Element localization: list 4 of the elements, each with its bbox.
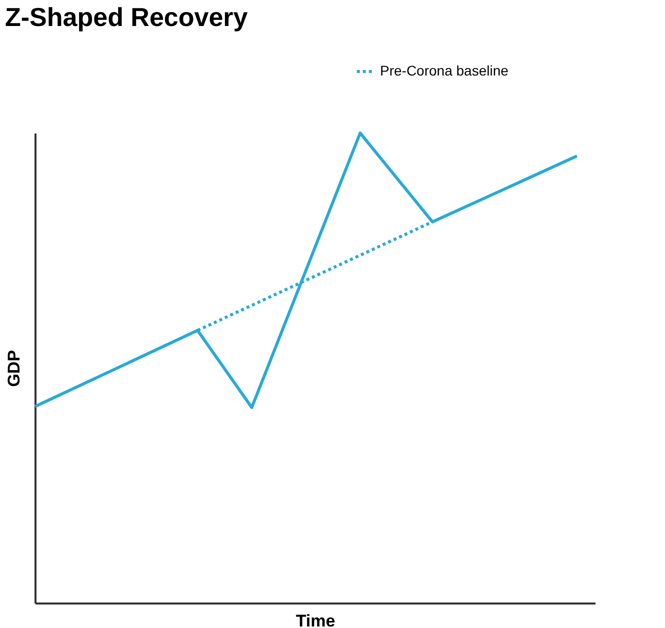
- x-axis-title: Time: [296, 612, 336, 628]
- y-axis-title: GDP: [4, 350, 24, 387]
- legend-label: Pre-Corona baseline: [380, 62, 509, 78]
- chart-title: Z-Shaped Recovery: [5, 2, 248, 32]
